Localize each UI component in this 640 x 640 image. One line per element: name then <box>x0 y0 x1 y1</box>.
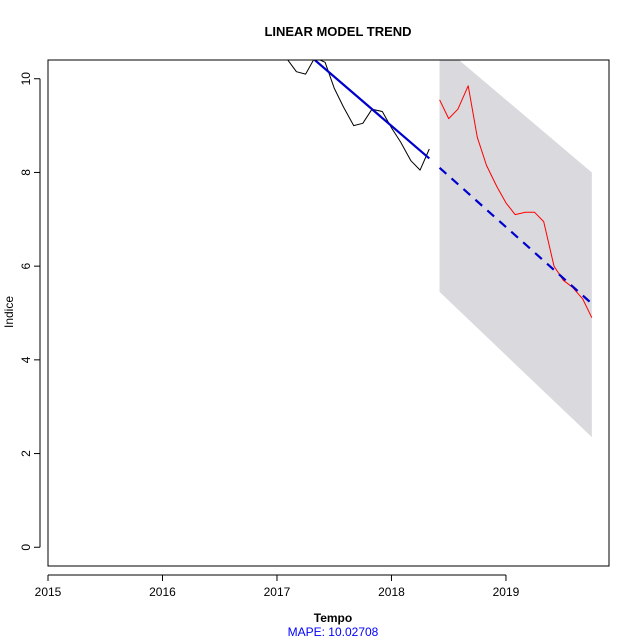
y-tick-label: 2 <box>19 450 33 457</box>
x-axis-label: Tempo <box>314 611 352 625</box>
x-tick-label: 2019 <box>493 585 520 599</box>
plot-area <box>287 60 593 438</box>
prediction-interval-band <box>439 60 592 438</box>
axes-layer: 2015 2016 2017 2018 2019 0 2 4 6 8 10 <box>19 59 610 599</box>
fitted-trend-line <box>314 60 431 160</box>
x-tick-label: 2015 <box>35 585 62 599</box>
y-axis-label: Indice <box>2 296 16 328</box>
x-tick-label: 2018 <box>378 585 405 599</box>
actual-series-line <box>287 60 430 171</box>
x-tick-label: 2016 <box>149 585 176 599</box>
plot-layer <box>287 60 593 438</box>
y-tick-label: 10 <box>19 72 33 86</box>
forecast-trend-line <box>438 166 593 305</box>
chart-title: LINEAR MODEL TREND <box>264 24 411 39</box>
y-tick-label: 6 <box>19 262 33 269</box>
y-tick-label: 8 <box>19 169 33 176</box>
y-tick-label: 0 <box>19 544 33 551</box>
x-tick-label: 2017 <box>264 585 291 599</box>
plot-box <box>47 59 610 567</box>
test-actual-line <box>439 85 593 318</box>
y-tick-label: 4 <box>19 356 33 363</box>
mape-footnote: MAPE: 10.02708 <box>288 625 379 639</box>
